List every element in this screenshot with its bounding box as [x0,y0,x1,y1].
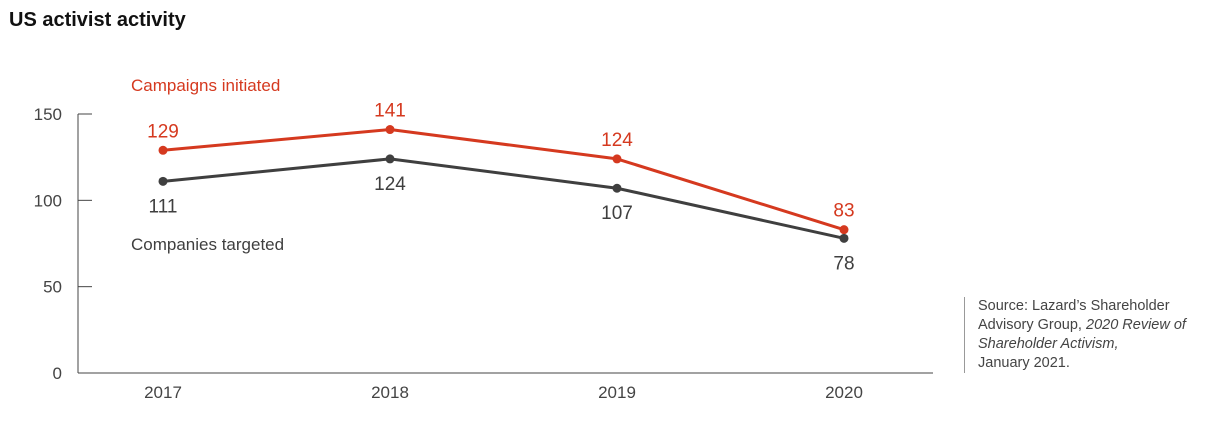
series-line [162,128,845,232]
data-point [158,176,168,186]
data-point [839,233,849,243]
data-point [612,154,622,164]
data-label: 78 [833,253,854,274]
data-point [385,154,395,164]
series-name-label: Companies targeted [131,235,284,254]
data-point [612,183,622,193]
data-point [385,125,395,135]
y-tick-label: 150 [34,105,62,124]
source-date: January 2021. [978,355,1070,371]
x-tick-label: 2018 [371,383,409,402]
data-point [839,225,849,235]
data-label: 124 [374,174,406,195]
source-note: Source: Lazard’s Shareholder Advisory Gr… [964,297,1203,373]
y-tick-label: 100 [34,191,62,210]
data-label: 124 [601,130,633,151]
data-label: 111 [149,196,178,217]
data-label: 141 [374,101,406,122]
series-line [162,157,845,240]
data-label: 107 [601,203,633,224]
x-tick-label: 2017 [144,383,182,402]
x-tick-label: 2019 [598,383,636,402]
x-tick-label: 2020 [825,383,863,402]
series-name-label: Campaigns initiated [131,76,280,95]
source-text: Source: Lazard’s Shareholder Advisory Gr… [978,298,1170,333]
chart-title: US activist activity [9,9,186,31]
y-tick-label: 0 [53,364,62,383]
y-tick-label: 50 [43,278,62,297]
data-label: 83 [833,201,854,222]
source-publication: 2020 Review of Shareholder Activism, [978,317,1186,352]
data-label: 129 [147,121,179,142]
data-point [158,145,168,155]
